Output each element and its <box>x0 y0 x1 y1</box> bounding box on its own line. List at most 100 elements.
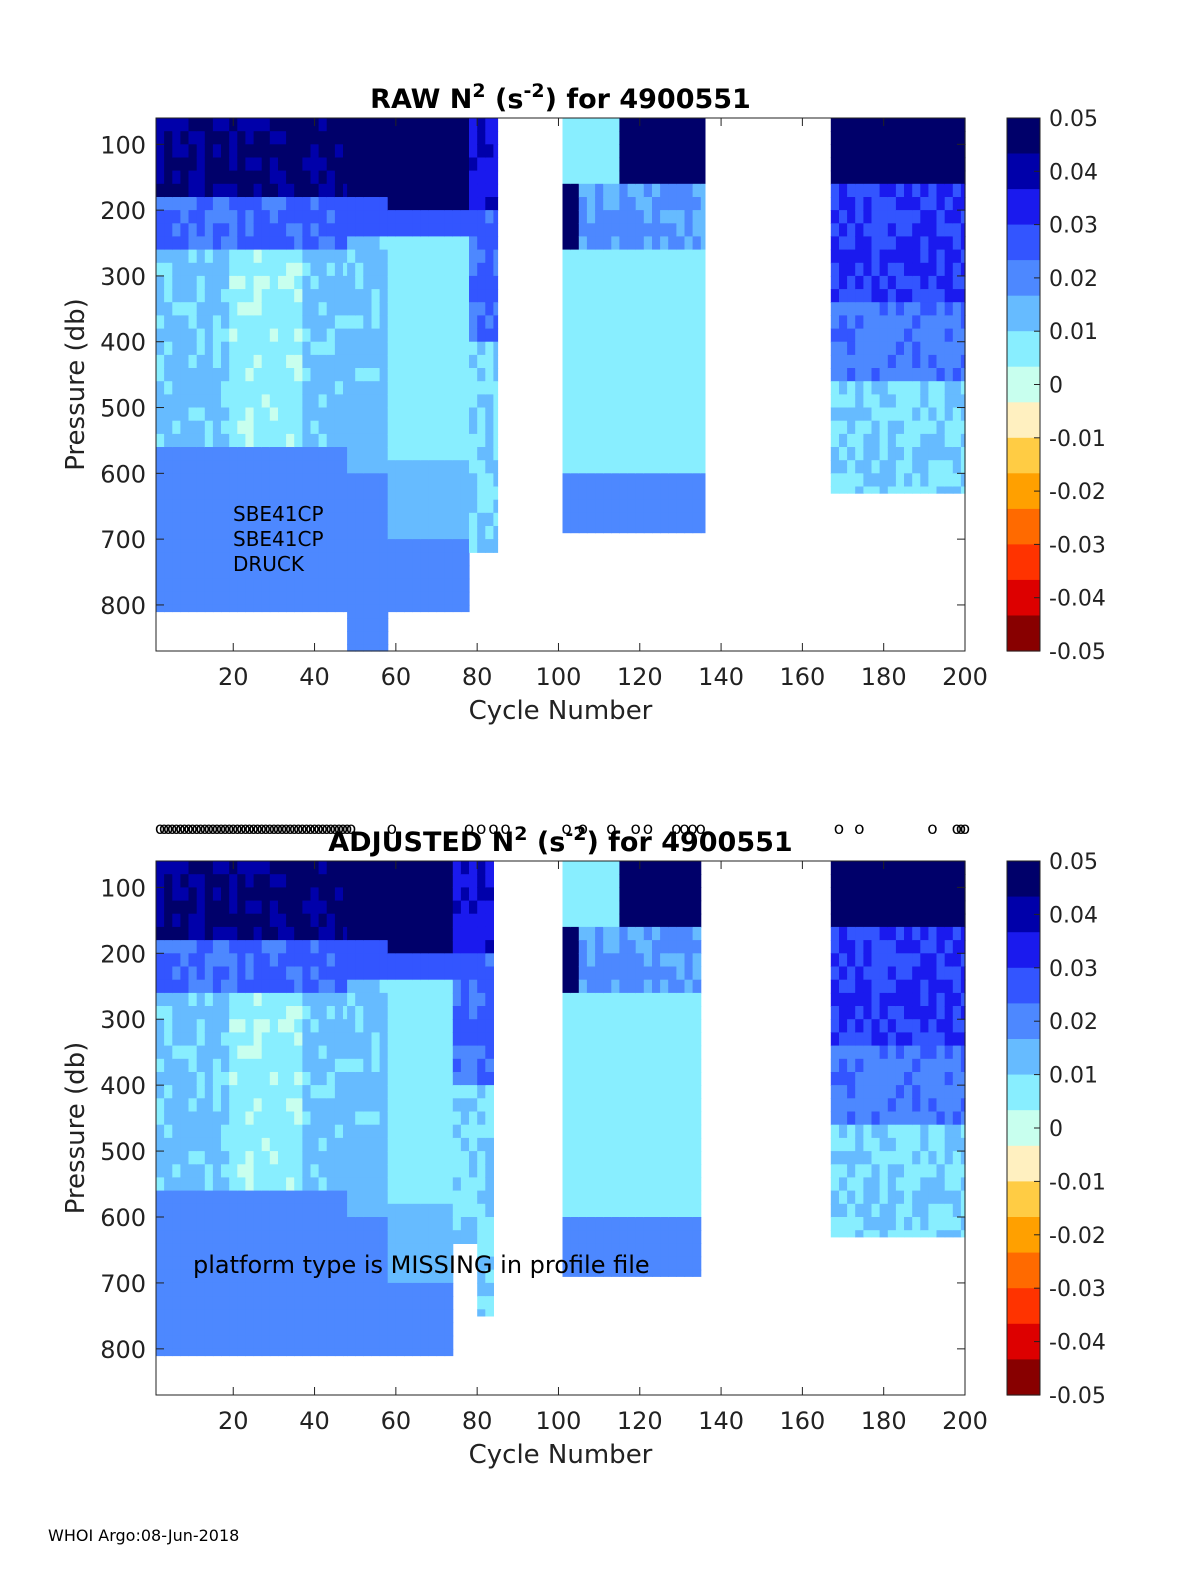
heatmap-cell <box>326 1006 336 1020</box>
heatmap-cell <box>326 447 336 461</box>
heatmap-cell <box>603 1137 612 1152</box>
heatmap-cell <box>635 1217 645 1231</box>
heatmap-cell <box>611 1269 620 1277</box>
heatmap-cell <box>578 913 588 928</box>
heatmap-cell <box>627 262 637 277</box>
heatmap-cell <box>343 526 348 540</box>
heatmap-cell <box>404 591 413 606</box>
heatmap-cell <box>855 341 864 356</box>
heatmap-cell <box>652 354 661 369</box>
heatmap-cell <box>180 1177 190 1192</box>
heatmap-cell <box>668 979 677 994</box>
heatmap-cell <box>253 341 263 356</box>
heatmap-cell <box>460 1045 470 1060</box>
x-tick-label: 80 <box>462 663 493 691</box>
heatmap-cell <box>477 874 486 888</box>
heatmap-cell <box>469 1045 478 1060</box>
heatmap-cell <box>676 992 686 1007</box>
heatmap-cell <box>485 144 494 159</box>
heatmap-cell <box>172 887 181 902</box>
heatmap-cell <box>363 1190 372 1205</box>
heatmap-cell <box>286 966 295 981</box>
heatmap-cell <box>603 433 612 448</box>
heatmap-cell <box>676 1124 686 1139</box>
heatmap-cell <box>586 1137 596 1152</box>
heatmap-cell <box>586 447 596 461</box>
heatmap-cell <box>660 473 669 488</box>
heatmap-cell <box>326 874 336 888</box>
heatmap-cell <box>371 183 381 198</box>
heatmap-cell <box>652 473 661 488</box>
heatmap-cell <box>286 926 295 941</box>
heatmap-cell <box>221 368 230 382</box>
heatmap-cell <box>944 197 954 211</box>
heatmap-cell <box>635 223 645 238</box>
heatmap-cell <box>371 1072 381 1086</box>
heatmap-cell <box>355 381 364 395</box>
heatmap-cell <box>847 1045 856 1060</box>
heatmap-cell <box>586 328 596 343</box>
heatmap-cell <box>379 591 389 606</box>
heatmap-cell <box>493 197 499 211</box>
heatmap-cell <box>700 157 706 172</box>
heatmap-cell <box>485 1124 494 1139</box>
heatmap-cell <box>477 1098 486 1113</box>
heatmap-cell <box>412 992 421 1007</box>
heatmap-cell <box>436 223 446 238</box>
heatmap-cell <box>310 210 320 224</box>
heatmap-cell <box>379 460 389 474</box>
heatmap-cell <box>261 578 271 593</box>
heatmap-cell <box>668 262 677 277</box>
heatmap-cell <box>302 341 312 356</box>
heatmap-cell <box>652 953 661 968</box>
heatmap-cell <box>603 1217 612 1231</box>
heatmap-cell <box>611 1177 620 1192</box>
heatmap-cell <box>895 157 905 172</box>
heatmap-cell <box>269 236 279 251</box>
heatmap-cell <box>343 118 348 132</box>
heatmap-cell <box>164 499 173 514</box>
heatmap-cell <box>395 1124 405 1139</box>
heatmap-cell <box>387 157 397 172</box>
heatmap-cell <box>204 262 214 277</box>
heatmap-cell <box>294 210 303 224</box>
heatmap-cell <box>436 1243 446 1258</box>
heatmap-cell <box>595 526 604 534</box>
heatmap-cell <box>278 447 287 461</box>
heatmap-cell <box>326 604 336 613</box>
heatmap-cell <box>619 157 629 172</box>
title-part: RAW N <box>370 84 472 115</box>
heatmap-cell <box>635 197 645 211</box>
heatmap-cell <box>355 210 364 224</box>
heatmap-cell <box>180 539 190 553</box>
heatmap-cell <box>355 1177 364 1192</box>
heatmap-cell <box>839 170 848 185</box>
heatmap-cell <box>570 223 580 238</box>
heatmap-cell <box>334 966 344 981</box>
heatmap-cell <box>326 433 336 448</box>
heatmap-cell <box>570 499 580 514</box>
heatmap-cell <box>269 1203 279 1218</box>
heatmap-cell <box>928 262 938 277</box>
heatmap-cell <box>343 1190 348 1205</box>
heatmap-cell <box>944 183 954 198</box>
heatmap-cell <box>261 354 271 369</box>
heatmap-cell <box>619 275 629 290</box>
heatmap-cell <box>278 315 287 330</box>
heatmap-cell <box>611 118 620 132</box>
heatmap-cell <box>278 926 287 941</box>
heatmap-cell <box>428 1322 438 1337</box>
heatmap-cell <box>578 262 588 277</box>
heatmap-cell <box>839 341 848 356</box>
heatmap-cell <box>412 1230 421 1244</box>
heatmap-cell <box>619 236 629 251</box>
heatmap-cell <box>887 131 897 145</box>
heatmap-cell <box>847 486 856 494</box>
heatmap-cell <box>269 953 279 968</box>
heatmap-cell <box>404 1111 413 1126</box>
heatmap-cell <box>444 979 454 994</box>
heatmap-cell <box>237 1164 246 1179</box>
heatmap-cell <box>395 170 405 185</box>
heatmap-cell <box>180 1137 190 1152</box>
heatmap-cell <box>261 262 271 277</box>
